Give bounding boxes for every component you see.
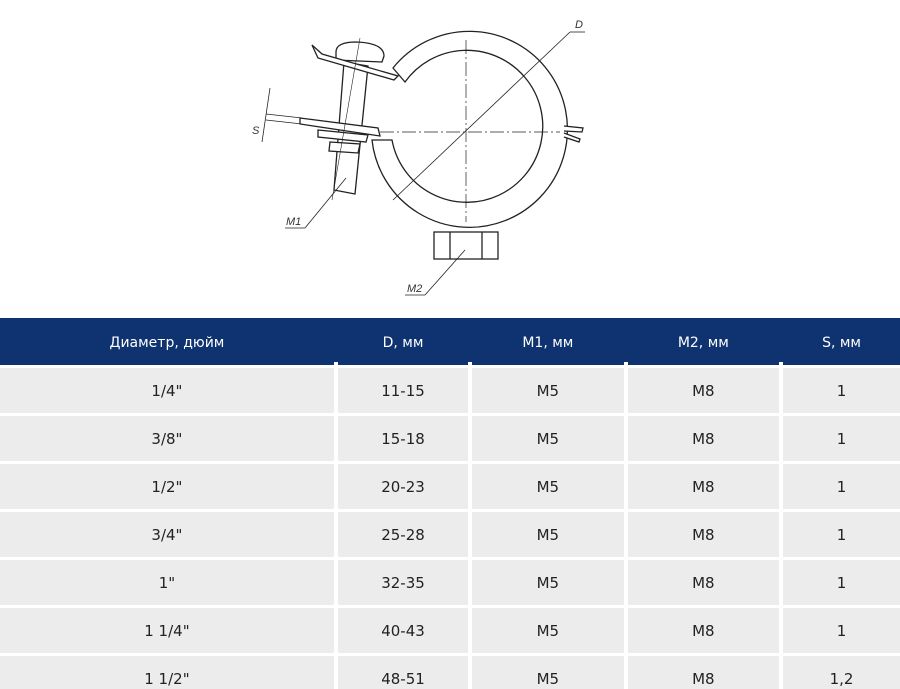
table-cell: M5 bbox=[472, 512, 624, 557]
table-cell: M5 bbox=[472, 608, 624, 653]
s-dimension bbox=[261, 87, 303, 143]
table-cell: 1 bbox=[783, 560, 900, 605]
table-cell: 3/4" bbox=[0, 512, 334, 557]
table-cell: M8 bbox=[627, 368, 780, 413]
table-cell: 15-18 bbox=[337, 416, 469, 461]
tab-right bbox=[563, 125, 584, 143]
table-cell: M8 bbox=[627, 464, 780, 509]
table-cell: 1 bbox=[783, 608, 900, 653]
table-header-row: Диаметр, дюйм D, мм M1, мм M2, мм S, мм bbox=[0, 321, 900, 365]
label-s: S bbox=[252, 125, 260, 137]
table-cell: M8 bbox=[627, 560, 780, 605]
table-cell: 1" bbox=[0, 560, 334, 605]
column-header: M1, мм bbox=[472, 321, 624, 365]
table-cell: 48-51 bbox=[337, 656, 469, 689]
table-cell: M8 bbox=[627, 416, 780, 461]
table-cell: M5 bbox=[472, 560, 624, 605]
column-header: S, мм bbox=[783, 321, 900, 365]
table-cell: 1 bbox=[783, 416, 900, 461]
column-header: Диаметр, дюйм bbox=[0, 321, 334, 365]
table-cell: M8 bbox=[627, 656, 780, 689]
table-row: 1 1/4" 40-43 M5 M8 1 bbox=[0, 608, 900, 653]
label-m1: M1 bbox=[286, 216, 301, 228]
m2-leader bbox=[405, 249, 466, 296]
column-header: D, мм bbox=[337, 321, 469, 365]
label-d: D bbox=[575, 19, 583, 31]
table-cell: 11-15 bbox=[337, 368, 469, 413]
table-cell: 40-43 bbox=[337, 608, 469, 653]
table-cell: M5 bbox=[472, 368, 624, 413]
table-row: 1" 32-35 M5 M8 1 bbox=[0, 560, 900, 605]
table-cell: M5 bbox=[472, 416, 624, 461]
diameter-dimension bbox=[392, 31, 585, 201]
table-row: 3/4" 25-28 M5 M8 1 bbox=[0, 512, 900, 557]
table-cell: 25-28 bbox=[337, 512, 469, 557]
pipe-clamp-drawing: D S M1 M2 bbox=[252, 19, 585, 296]
table-cell: 32-35 bbox=[337, 560, 469, 605]
table-cell: 1 bbox=[783, 464, 900, 509]
table-row: 1 1/2" 48-51 M5 M8 1,2 bbox=[0, 656, 900, 689]
dimensions-table: Диаметр, дюйм D, мм M1, мм M2, мм S, мм … bbox=[0, 318, 900, 689]
table-cell: 1 bbox=[783, 368, 900, 413]
table-row: 1/2" 20-23 M5 M8 1 bbox=[0, 464, 900, 509]
table-cell: 20-23 bbox=[337, 464, 469, 509]
label-m2: M2 bbox=[407, 283, 422, 295]
table-row: 1/4" 11-15 M5 M8 1 bbox=[0, 368, 900, 413]
m1-leader bbox=[285, 177, 347, 229]
table-cell: 1 bbox=[783, 512, 900, 557]
table-cell: 1 1/4" bbox=[0, 608, 334, 653]
column-header: M2, мм bbox=[627, 321, 780, 365]
table-cell: M8 bbox=[627, 512, 780, 557]
nut bbox=[433, 231, 499, 260]
bolt bbox=[299, 37, 400, 201]
table-cell: 1/2" bbox=[0, 464, 334, 509]
table-cell: M5 bbox=[472, 464, 624, 509]
table-cell: M5 bbox=[472, 656, 624, 689]
table-cell: 1/4" bbox=[0, 368, 334, 413]
table-cell: 1,2 bbox=[783, 656, 900, 689]
table-cell: 3/8" bbox=[0, 416, 334, 461]
table-cell: 1 1/2" bbox=[0, 656, 334, 689]
table-cell: M8 bbox=[627, 608, 780, 653]
clamp-ring bbox=[371, 30, 569, 228]
table-row: 3/8" 15-18 M5 M8 1 bbox=[0, 416, 900, 461]
